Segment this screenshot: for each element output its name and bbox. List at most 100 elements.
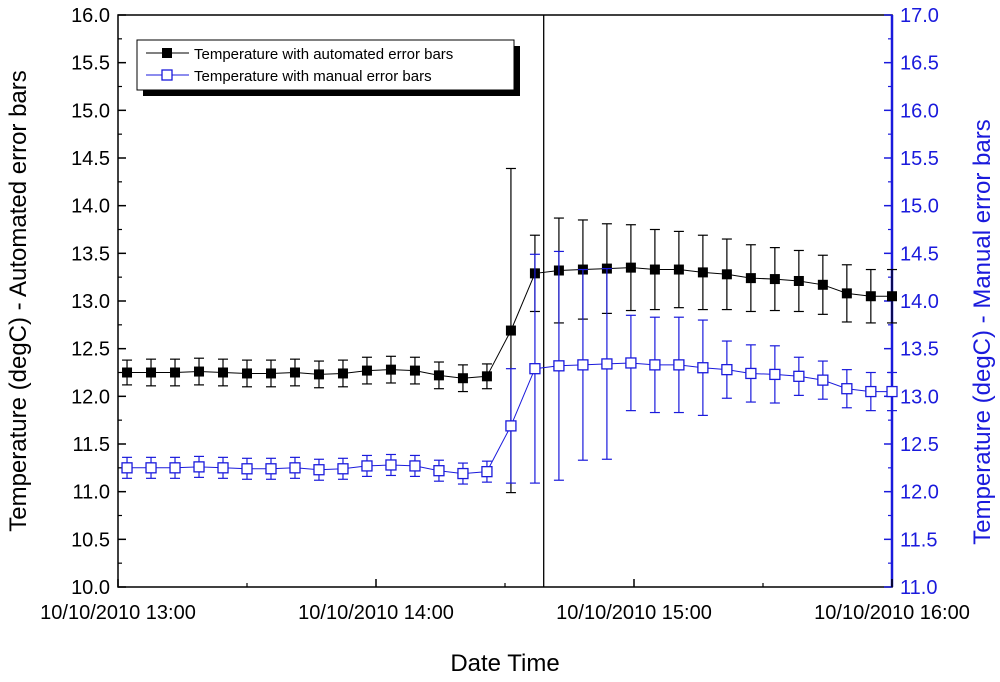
data-point xyxy=(865,291,876,302)
data-point xyxy=(170,367,181,378)
y-tick-label-left: 11.0 xyxy=(73,482,110,504)
y-tick-label-left: 15.5 xyxy=(71,53,110,75)
data-point xyxy=(361,460,373,472)
data-point xyxy=(313,369,324,380)
y-tick-label-right: 15.5 xyxy=(900,148,939,170)
data-point xyxy=(145,462,157,474)
y-tick-label-right: 11.0 xyxy=(900,577,937,599)
data-point xyxy=(625,262,636,273)
data-point xyxy=(193,461,205,473)
series-layer xyxy=(121,167,898,494)
data-point xyxy=(649,359,661,371)
data-point xyxy=(745,273,756,284)
legend-label-manual: Temperature with manual error bars xyxy=(194,68,432,85)
data-point xyxy=(721,269,732,280)
data-point xyxy=(505,420,517,432)
plot-area xyxy=(117,14,893,588)
y-tick-label-right: 15.0 xyxy=(900,196,939,218)
y-tick-label-left: 16.0 xyxy=(71,5,110,27)
data-point xyxy=(673,264,684,275)
data-point xyxy=(481,371,492,382)
legend-label-automated: Temperature with automated error bars xyxy=(194,46,453,63)
data-point xyxy=(649,264,660,275)
x-tick-label: 10/10/2010 15:00 xyxy=(556,602,712,624)
y-tick-label-right: 12.0 xyxy=(900,482,939,504)
data-point xyxy=(242,368,252,379)
data-point xyxy=(361,365,372,376)
data-point xyxy=(886,385,898,398)
y-tick-label-left: 10.0 xyxy=(71,577,110,599)
data-point xyxy=(265,368,276,379)
data-point xyxy=(241,463,253,475)
y-tick-label-left: 13.0 xyxy=(71,291,110,313)
y-tick-label-right: 17.0 xyxy=(900,5,939,27)
data-point xyxy=(793,370,805,382)
y-tick-label-right: 13.5 xyxy=(900,339,939,361)
data-point xyxy=(841,383,853,395)
data-point xyxy=(457,467,469,480)
y-tick-label-right: 13.0 xyxy=(900,386,939,408)
data-point xyxy=(697,267,708,278)
x-tick-label: 10/10/2010 16:00 xyxy=(814,602,970,624)
data-point xyxy=(409,460,421,472)
x-tick-label: 10/10/2010 14:00 xyxy=(298,602,454,624)
y-tick-label-right: 14.5 xyxy=(900,243,939,265)
data-point xyxy=(385,364,396,375)
data-point xyxy=(313,464,325,476)
data-point xyxy=(217,462,229,474)
data-point xyxy=(481,465,493,478)
data-point xyxy=(289,462,301,474)
data-point xyxy=(169,462,181,474)
data-point xyxy=(721,363,733,376)
data-point xyxy=(121,462,133,474)
axes-layer: 10.0 10.5 11.0 11.5 12.0 12.5 13.0 13.5 14.0 14.5… xyxy=(40,5,970,624)
data-point xyxy=(841,288,852,299)
data-point xyxy=(817,279,828,290)
y-tick-label-left: 15.0 xyxy=(71,100,110,122)
data-point xyxy=(577,359,589,371)
data-point xyxy=(697,362,709,374)
y-tick-label-left: 12.5 xyxy=(71,339,110,361)
legend-marker-manual xyxy=(161,69,173,81)
y-tick-label-right: 11.5 xyxy=(900,529,937,551)
data-point xyxy=(505,325,516,336)
data-point xyxy=(122,367,133,378)
data-point xyxy=(625,357,637,369)
y-tick-label-left: 12.0 xyxy=(71,386,110,408)
y-tick-label-left: 14.0 xyxy=(71,196,110,218)
legend-marker-automated xyxy=(162,48,172,58)
y-tick-label-left: 13.5 xyxy=(71,243,110,265)
data-point xyxy=(553,360,565,372)
data-point xyxy=(529,363,541,375)
data-point xyxy=(385,459,397,471)
data-point xyxy=(337,368,348,379)
y-tick-label-right: 16.0 xyxy=(900,100,939,122)
data-point xyxy=(745,367,757,380)
data-point xyxy=(289,367,300,378)
y-tick-label-left: 14.5 xyxy=(71,148,110,170)
legend: Temperature with automated error bars Te… xyxy=(136,39,520,96)
y-tick-label-right: 12.5 xyxy=(900,434,939,456)
data-point xyxy=(865,385,877,398)
y-tick-label-left: 10.5 xyxy=(71,529,110,551)
data-point xyxy=(194,366,205,377)
data-point xyxy=(265,463,277,475)
series-manual xyxy=(121,250,898,485)
y-tick-label-left: 11.5 xyxy=(73,434,110,456)
y-axis-right-label: Temperature (degC) - Manual error bars xyxy=(969,119,996,545)
x-axis-label: Date Time xyxy=(450,650,559,677)
data-point xyxy=(817,374,829,386)
x-tick-label: 10/10/2010 13:00 xyxy=(40,602,196,624)
legend-box xyxy=(136,39,515,91)
data-point xyxy=(601,358,613,370)
data-point xyxy=(673,359,685,371)
data-point xyxy=(337,463,349,475)
y-tick-label-right: 14.0 xyxy=(900,291,939,313)
data-point xyxy=(433,465,445,477)
data-point xyxy=(769,274,780,285)
data-point xyxy=(409,365,420,376)
data-point xyxy=(218,367,229,378)
data-point xyxy=(433,370,444,381)
